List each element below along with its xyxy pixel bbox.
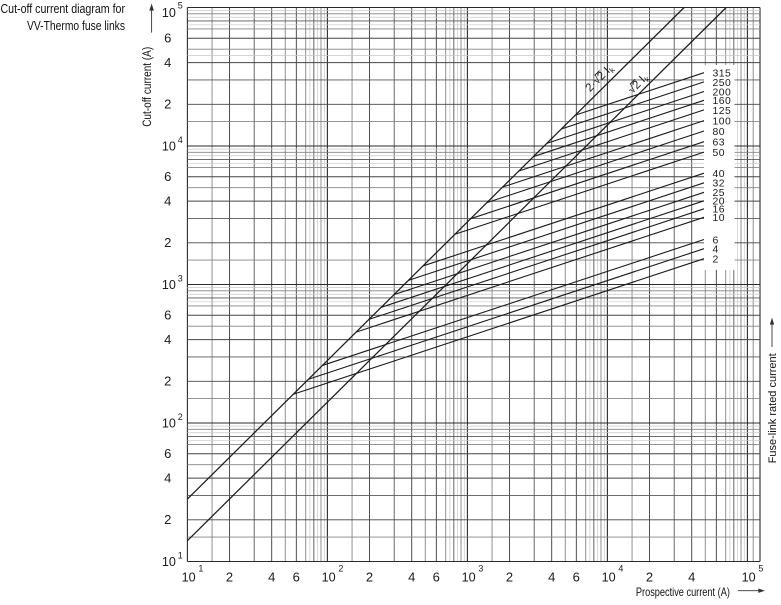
svg-text:4: 4 [688,570,695,585]
svg-text:40: 40 [713,169,726,180]
svg-text:4: 4 [713,245,719,256]
svg-text:2: 2 [164,374,171,389]
svg-text:2: 2 [178,412,183,422]
svg-text:315: 315 [713,69,732,80]
svg-text:2: 2 [338,564,343,574]
svg-text:200: 200 [713,87,732,98]
svg-text:10: 10 [162,5,176,20]
svg-text:Fuse-link rated current: Fuse-link rated current [767,353,779,463]
svg-text:6: 6 [164,31,171,46]
svg-text:63: 63 [713,138,726,149]
svg-text:5: 5 [178,1,183,11]
svg-text:5: 5 [758,564,763,574]
svg-text:10: 10 [462,570,476,585]
svg-text:10: 10 [162,138,176,153]
svg-text:Cut-off current (A): Cut-off current (A) [142,47,154,127]
svg-text:25: 25 [713,188,726,199]
svg-text:10: 10 [162,554,176,569]
svg-text:10: 10 [713,213,726,224]
svg-text:2: 2 [366,570,373,585]
svg-text:6: 6 [433,570,440,585]
svg-text:4: 4 [164,193,171,208]
svg-text:4: 4 [618,564,623,574]
svg-text:10: 10 [742,570,756,585]
svg-text:2: 2 [713,255,719,266]
svg-text:6: 6 [164,169,171,184]
svg-text:3: 3 [478,564,483,574]
svg-text:4: 4 [178,135,183,145]
svg-text:10: 10 [182,570,196,585]
svg-text:Prospective current (A): Prospective current (A) [636,585,730,599]
svg-text:4: 4 [164,55,171,70]
svg-text:10: 10 [162,415,176,430]
svg-text:2: 2 [164,512,171,527]
svg-text:6: 6 [164,446,171,461]
svg-text:20: 20 [713,197,726,208]
svg-text:6: 6 [293,570,300,585]
svg-text:125: 125 [713,106,732,117]
svg-text:2: 2 [646,570,653,585]
svg-text:2: 2 [506,570,513,585]
svg-text:80: 80 [713,127,726,138]
svg-text:6: 6 [573,570,580,585]
svg-text:250: 250 [713,78,732,89]
svg-text:2: 2 [164,235,171,250]
svg-text:4: 4 [164,332,171,347]
svg-text:2: 2 [164,97,171,112]
svg-text:10: 10 [602,570,616,585]
svg-text:4: 4 [408,570,415,585]
svg-text:10: 10 [322,570,336,585]
svg-text:4: 4 [548,570,555,585]
svg-text:1: 1 [198,564,203,574]
svg-text:6: 6 [713,235,719,246]
svg-text:16: 16 [713,205,726,216]
svg-text:1: 1 [178,551,183,561]
svg-text:6: 6 [164,308,171,323]
svg-text:32: 32 [713,179,726,190]
svg-text:160: 160 [713,96,732,107]
svg-text:Cut-off current diagram for: Cut-off current diagram for [1,1,126,16]
svg-text:50: 50 [713,148,726,159]
svg-text:3: 3 [178,274,183,284]
svg-text:10: 10 [162,277,176,292]
svg-text:2: 2 [226,570,233,585]
svg-text:4: 4 [268,570,275,585]
svg-text:100: 100 [713,117,732,128]
svg-text:4: 4 [164,470,171,485]
svg-text:VV-Thermo fuse links: VV-Thermo fuse links [27,18,125,33]
